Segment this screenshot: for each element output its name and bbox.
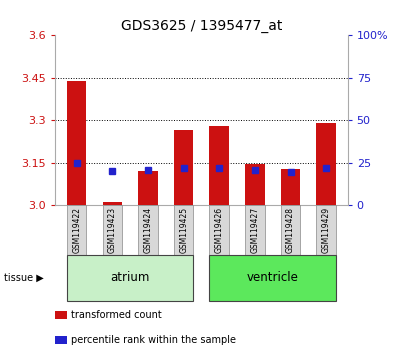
Bar: [316, 123, 336, 205]
Text: GSM119425: GSM119425: [179, 207, 188, 253]
Bar: [209, 126, 229, 205]
Text: atrium: atrium: [111, 272, 150, 284]
Text: ventricle: ventricle: [247, 272, 299, 284]
Bar: [138, 171, 158, 205]
Text: GSM119422: GSM119422: [72, 207, 81, 253]
Text: GSM119424: GSM119424: [143, 207, 152, 253]
Text: percentile rank within the sample: percentile rank within the sample: [71, 335, 236, 345]
Bar: [103, 202, 122, 205]
Bar: [174, 130, 194, 205]
Text: tissue ▶: tissue ▶: [4, 273, 44, 283]
Text: transformed count: transformed count: [71, 310, 162, 320]
Text: GSM119427: GSM119427: [250, 207, 260, 253]
Bar: [245, 164, 265, 205]
Title: GDS3625 / 1395477_at: GDS3625 / 1395477_at: [121, 19, 282, 33]
Bar: [67, 81, 87, 205]
Text: GSM119428: GSM119428: [286, 207, 295, 253]
Text: GSM119423: GSM119423: [108, 207, 117, 253]
Text: GSM119426: GSM119426: [215, 207, 224, 253]
Bar: [281, 169, 300, 205]
Text: GSM119429: GSM119429: [322, 207, 331, 253]
